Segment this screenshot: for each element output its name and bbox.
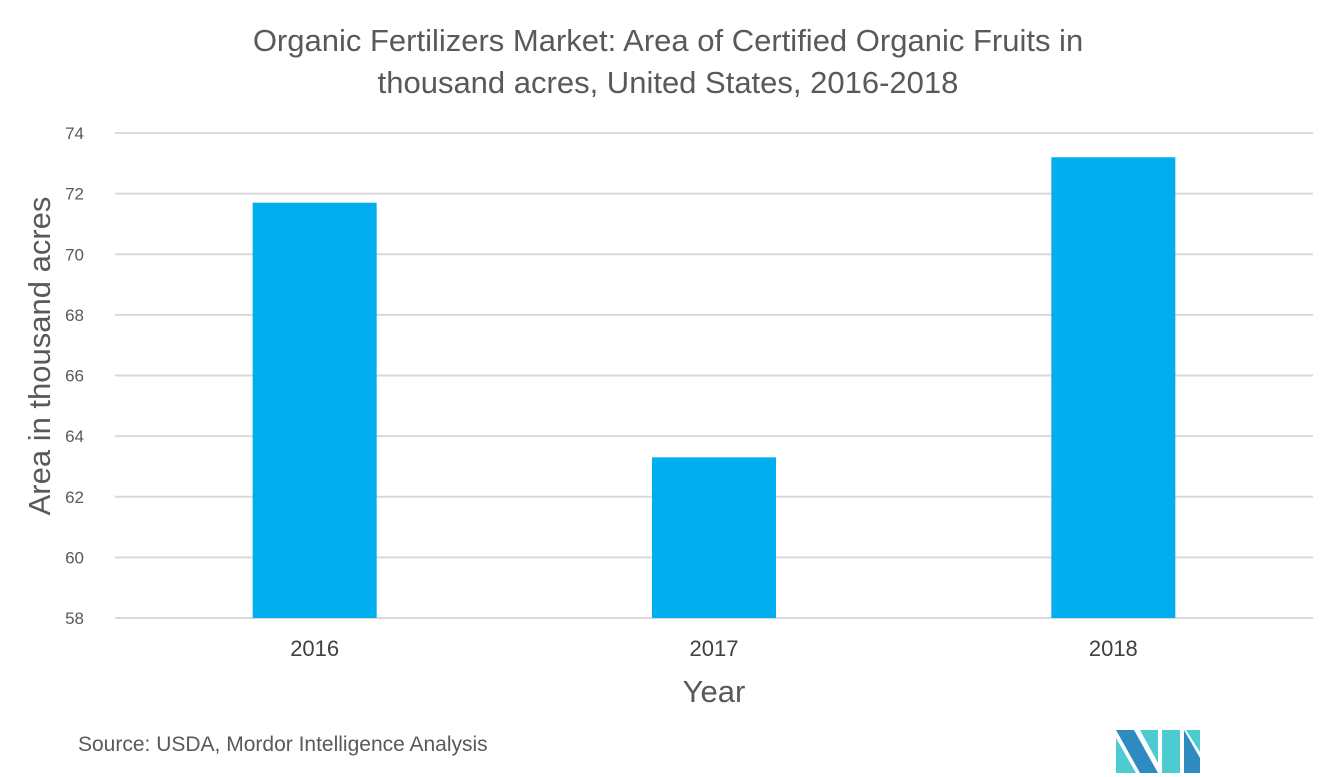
- y-tick-label: 66: [65, 367, 84, 386]
- y-tick-label: 68: [65, 306, 84, 325]
- y-tick-label: 58: [65, 609, 84, 628]
- bar-2017: [652, 457, 776, 618]
- bar-2016: [252, 202, 377, 618]
- x-tick-label: 2016: [290, 636, 339, 661]
- source-note: Source: USDA, Mordor Intelligence Analys…: [78, 733, 488, 756]
- y-tick-label: 72: [65, 185, 84, 204]
- y-tick-label: 62: [65, 488, 84, 507]
- title-line-1: Organic Fertilizers Market: Area of Cert…: [252, 23, 1084, 58]
- y-tick-label: 70: [65, 245, 84, 264]
- x-tick-label: 2017: [690, 636, 739, 661]
- y-tick-label: 64: [65, 427, 84, 446]
- y-axis-label: Area in thousand acres: [22, 197, 57, 516]
- bar-2018: [1051, 157, 1176, 618]
- x-axis-label: Year: [683, 674, 746, 709]
- chart-title: Organic Fertilizers Market: Area of Cert…: [0, 20, 1336, 104]
- y-tick-label: 74: [65, 124, 84, 143]
- x-tick-label: 2018: [1089, 636, 1138, 661]
- y-tick-label: 60: [65, 548, 84, 567]
- title-line-2: thousand acres, United States, 2016-2018: [377, 65, 959, 100]
